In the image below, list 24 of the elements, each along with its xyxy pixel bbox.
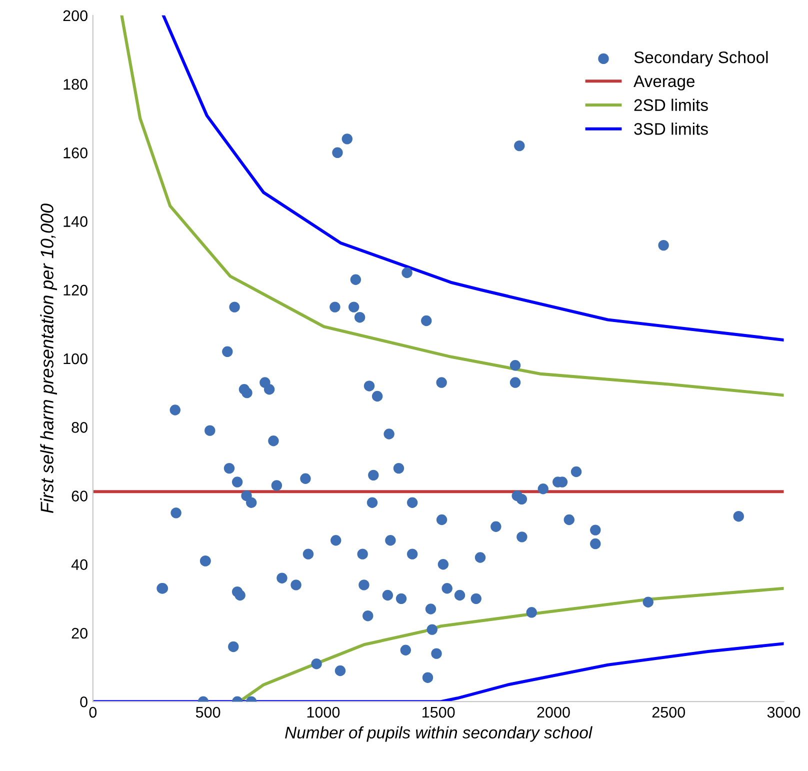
x-tick-label: 1000 [307,706,340,718]
y-tick-label: 140 [64,216,88,227]
y-tick-label: 20 [72,628,88,639]
y-tick-label: 120 [64,284,88,296]
x-tick-label: 2000 [537,706,570,718]
y-tick-label: 100 [64,353,88,364]
legend-label: 3SD limits [634,122,708,135]
x-tick-label: 0 [89,706,97,718]
y-tick-label: 160 [64,148,88,158]
legend-label: Secondary School [634,51,768,67]
y-tick-label: 200 [63,10,88,22]
legend-label: Average [634,75,695,90]
y-axis-title: First self harm presentation per 10,000 [40,204,58,513]
legend-label: 2SD limits [634,98,708,111]
y-tick-label: 0 [80,696,88,708]
x-tick-label: 2500 [652,706,686,718]
y-tick-label: 180 [64,78,88,90]
y-tick-label: 80 [72,422,88,433]
x-axis-title: Number of pupils within secondary school [285,726,593,742]
y-tick-label: 40 [71,559,88,570]
y-tick-label: 60 [72,490,88,502]
x-tick-label: 3000 [767,706,800,718]
x-tick-label: 500 [196,706,220,718]
x-tick-label: 1500 [422,706,455,718]
